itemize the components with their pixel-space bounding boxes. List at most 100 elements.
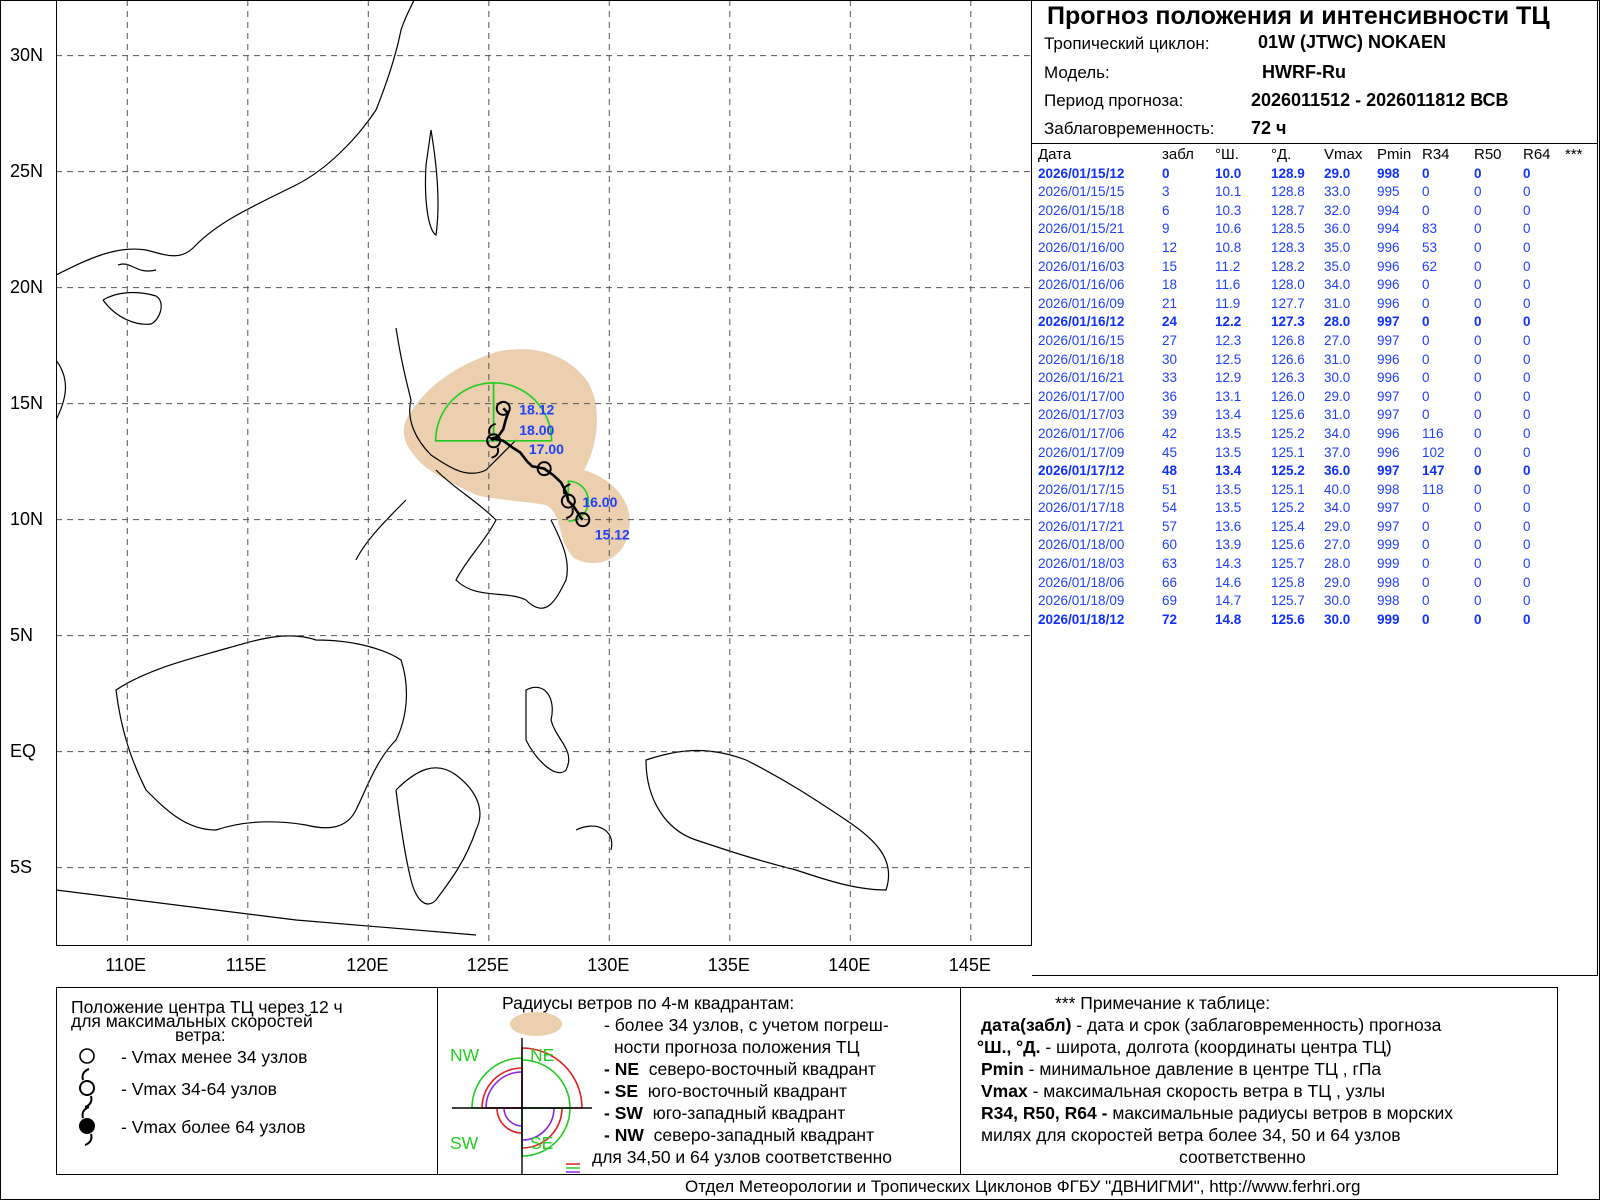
legend-item-moderate: - Vmax 34-64 узлов	[121, 1079, 277, 1099]
notes-key-3: Pmin	[981, 1059, 1024, 1079]
table-cell-pmin: 997	[1377, 407, 1400, 423]
table-cell-lat: 13.5	[1215, 500, 1242, 516]
table-row: 2026/01/18/03 63 14.3 125.7 28.0 999 0 0 0	[1038, 555, 1595, 574]
table-cell-lat: 14.8	[1215, 611, 1242, 627]
table-col-header: R34	[1422, 146, 1450, 163]
nw-key: - NW	[604, 1125, 644, 1145]
table-row: 2026/01/15/18 6 10.3 128.7 32.0 994 0 0 0	[1038, 202, 1595, 221]
table-cell-vmax: 29.0	[1324, 388, 1351, 404]
table-cell-r34: 83	[1422, 221, 1438, 237]
storm-center-marker	[536, 461, 552, 477]
table-cell-lat: 10.8	[1215, 239, 1242, 255]
table-cell-lon: 125.4	[1271, 518, 1305, 534]
notes-line-5: R34, R50, R64 - максимальные радиусы вет…	[981, 1104, 1453, 1123]
table-cell-lead: 42	[1162, 425, 1178, 441]
lon-label: 120E	[346, 955, 389, 975]
table-cell-date: 2026/01/15/12	[1038, 165, 1125, 181]
table-cell-lon: 125.2	[1271, 425, 1305, 441]
table-cell-r34: 0	[1422, 314, 1430, 330]
table-cell-r50: 0	[1474, 518, 1482, 534]
table-cell-lat: 13.5	[1215, 444, 1242, 460]
table-cell-r34: 0	[1422, 556, 1430, 572]
table-cell-r34: 0	[1422, 500, 1430, 516]
table-cell-r34: 0	[1422, 574, 1430, 590]
table-cell-lat: 13.1	[1215, 388, 1242, 404]
table-cell-vmax: 34.0	[1324, 500, 1351, 516]
table-cell-r50: 0	[1474, 388, 1482, 404]
table-row: 2026/01/18/06 66 14.6 125.8 29.0 998 0 0 0	[1038, 574, 1595, 593]
legend-storm-symbols	[79, 1048, 95, 1146]
table-cell-r64: 0	[1523, 407, 1531, 423]
table-cell-lead: 30	[1162, 351, 1178, 367]
table-cell-r34: 62	[1422, 258, 1438, 274]
table-cell-lat: 12.2	[1215, 314, 1242, 330]
forecast-map[interactable]: 18.12 18.00 17.00 16.00 15.12	[56, 0, 1032, 946]
table-cell-date: 2026/01/15/18	[1038, 202, 1125, 218]
table-cell-lead: 3	[1162, 184, 1170, 200]
table-cell-lead: 24	[1162, 314, 1178, 330]
table-cell-vmax: 33.0	[1324, 184, 1351, 200]
table-cell-pmin: 999	[1377, 611, 1400, 627]
legend-radii-last: для 34,50 и 64 узлов соответственно	[592, 1147, 893, 1167]
lon-label: 130E	[587, 955, 630, 975]
table-cell-lon: 128.0	[1271, 277, 1305, 293]
table-cell-lon: 126.0	[1271, 388, 1305, 404]
track-time-label: 18.00	[519, 422, 554, 438]
table-row: 2026/01/16/21 33 12.9 126.3 30.0 996 0 0 0	[1038, 369, 1595, 388]
lat-label: 25N	[10, 160, 44, 181]
coastline	[575, 825, 613, 851]
table-cell-lon: 125.8	[1271, 574, 1305, 590]
lat-label: EQ	[10, 740, 37, 761]
table-cell-lead: 18	[1162, 277, 1178, 293]
table-cell-lon: 125.7	[1271, 556, 1305, 572]
table-cell-r34: 0	[1422, 165, 1430, 181]
table-cell-date: 2026/01/17/15	[1038, 481, 1125, 497]
table-cell-vmax: 31.0	[1324, 295, 1351, 311]
table-cell-vmax: 37.0	[1324, 444, 1351, 460]
table-row: 2026/01/17/18 54 13.5 125.2 34.0 997 0 0 0	[1038, 499, 1595, 518]
table-row: 2026/01/16/15 27 12.3 126.8 27.0 997 0 0 0	[1038, 332, 1595, 351]
table-row: 2026/01/16/18 30 12.5 126.6 31.0 996 0 0 0	[1038, 351, 1595, 370]
table-cell-r64: 0	[1523, 277, 1531, 293]
notes-line-3: Pmin - минимальное давление в центре ТЦ …	[981, 1060, 1381, 1079]
table-cell-r50: 0	[1474, 537, 1482, 553]
lon-label: 110E	[105, 955, 146, 975]
table-cell-r34: 0	[1422, 593, 1430, 609]
period-label: Период прогноза:	[1044, 91, 1184, 110]
table-cell-date: 2026/01/18/03	[1038, 556, 1125, 572]
table-row: 2026/01/16/00 12 10.8 128.3 35.0 996 53 0 0	[1038, 239, 1595, 258]
table-row: 2026/01/16/12 24 12.2 127.3 28.0 997 0 0 0	[1038, 313, 1595, 332]
info-panel	[1032, 0, 1598, 976]
table-cell-lon: 128.8	[1271, 184, 1305, 200]
coastline	[56, 359, 67, 421]
table-cell-lon: 125.6	[1271, 611, 1305, 627]
table-cell-date: 2026/01/15/21	[1038, 221, 1125, 237]
table-cell-r34: 0	[1422, 537, 1430, 553]
table-cell-lead: 45	[1162, 444, 1178, 460]
table-cell-r64: 0	[1523, 518, 1531, 534]
table-cell-r50: 0	[1474, 239, 1482, 255]
table-cell-vmax: 40.0	[1324, 481, 1351, 497]
lat-label: 30N	[10, 44, 44, 65]
table-row: 2026/01/17/12 48 13.4 125.2 36.0 997 147 0 0	[1038, 462, 1595, 481]
table-cell-lead: 51	[1162, 481, 1178, 497]
notes-key-4: Vmax	[981, 1081, 1028, 1101]
lead-label: Заблаговременность:	[1044, 119, 1215, 138]
table-cell-date: 2026/01/16/03	[1038, 258, 1125, 274]
table-row: 2026/01/17/09 45 13.5 125.1 37.0 996 102 0 0	[1038, 444, 1595, 463]
table-cell-r34: 0	[1422, 332, 1430, 348]
table-cell-pmin: 998	[1377, 574, 1400, 590]
table-cell-date: 2026/01/16/00	[1038, 239, 1125, 255]
table-cell-vmax: 29.0	[1324, 518, 1351, 534]
cyclone-label: Тропический циклон:	[1044, 34, 1210, 53]
table-cell-r34: 116	[1422, 425, 1444, 441]
table-cell-r50: 0	[1474, 574, 1482, 590]
lat-label: 15N	[10, 392, 44, 413]
coastline	[435, 469, 568, 609]
table-cell-pmin: 997	[1377, 332, 1400, 348]
legend-position-title-1: Положение центра ТЦ через 12 ч	[71, 997, 343, 1017]
table-cell-r34: 0	[1422, 370, 1430, 386]
r34-arc-ne	[492, 381, 553, 442]
table-cell-lon: 127.7	[1271, 295, 1305, 311]
table-cell-vmax: 30.0	[1324, 370, 1351, 386]
